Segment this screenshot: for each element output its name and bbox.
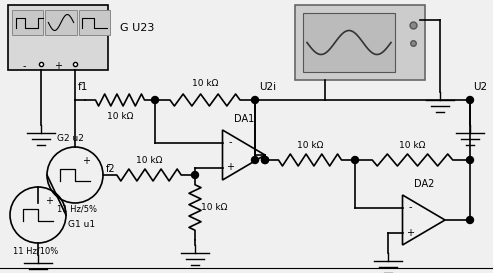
Circle shape	[352, 156, 358, 164]
Bar	[8, 5, 108, 70]
Circle shape	[261, 156, 269, 164]
Text: 10 kΩ: 10 kΩ	[107, 112, 133, 121]
Circle shape	[261, 156, 269, 164]
Text: -: -	[22, 61, 26, 71]
Circle shape	[251, 156, 258, 164]
Text: 10 kΩ: 10 kΩ	[399, 141, 425, 150]
Text: +: +	[226, 162, 235, 173]
Text: G U23: G U23	[120, 23, 154, 33]
Text: U2i: U2i	[259, 82, 276, 92]
Text: G2 u2: G2 u2	[57, 134, 84, 143]
Text: 11 Hz/5%: 11 Hz/5%	[57, 205, 97, 214]
Text: 10 kΩ: 10 kΩ	[201, 203, 227, 212]
Text: +: +	[54, 61, 62, 71]
Text: -: -	[409, 203, 412, 212]
Text: DA2: DA2	[414, 179, 434, 189]
Text: DA1: DA1	[234, 114, 254, 124]
Bar	[303, 13, 395, 72]
Circle shape	[466, 216, 473, 224]
Circle shape	[466, 96, 473, 103]
Text: U2: U2	[473, 82, 487, 92]
Text: G1 u1: G1 u1	[68, 220, 95, 229]
Text: +: +	[82, 156, 90, 166]
Circle shape	[466, 156, 473, 164]
Circle shape	[191, 171, 199, 179]
Text: 10 kΩ: 10 kΩ	[297, 141, 323, 150]
Circle shape	[151, 96, 159, 103]
Bar	[295, 5, 425, 80]
Text: -: -	[229, 138, 232, 147]
Text: f1: f1	[78, 82, 88, 92]
Text: 10 kΩ: 10 kΩ	[136, 156, 162, 165]
Text: 11 Hz/10%: 11 Hz/10%	[13, 246, 58, 255]
Bar	[45, 10, 77, 35]
Text: +: +	[407, 227, 415, 238]
Bar	[79, 10, 110, 35]
Text: 10 kΩ: 10 kΩ	[192, 79, 218, 88]
Bar	[12, 10, 43, 35]
Text: +: +	[45, 196, 53, 206]
Text: f2: f2	[106, 164, 116, 174]
Circle shape	[251, 96, 258, 103]
